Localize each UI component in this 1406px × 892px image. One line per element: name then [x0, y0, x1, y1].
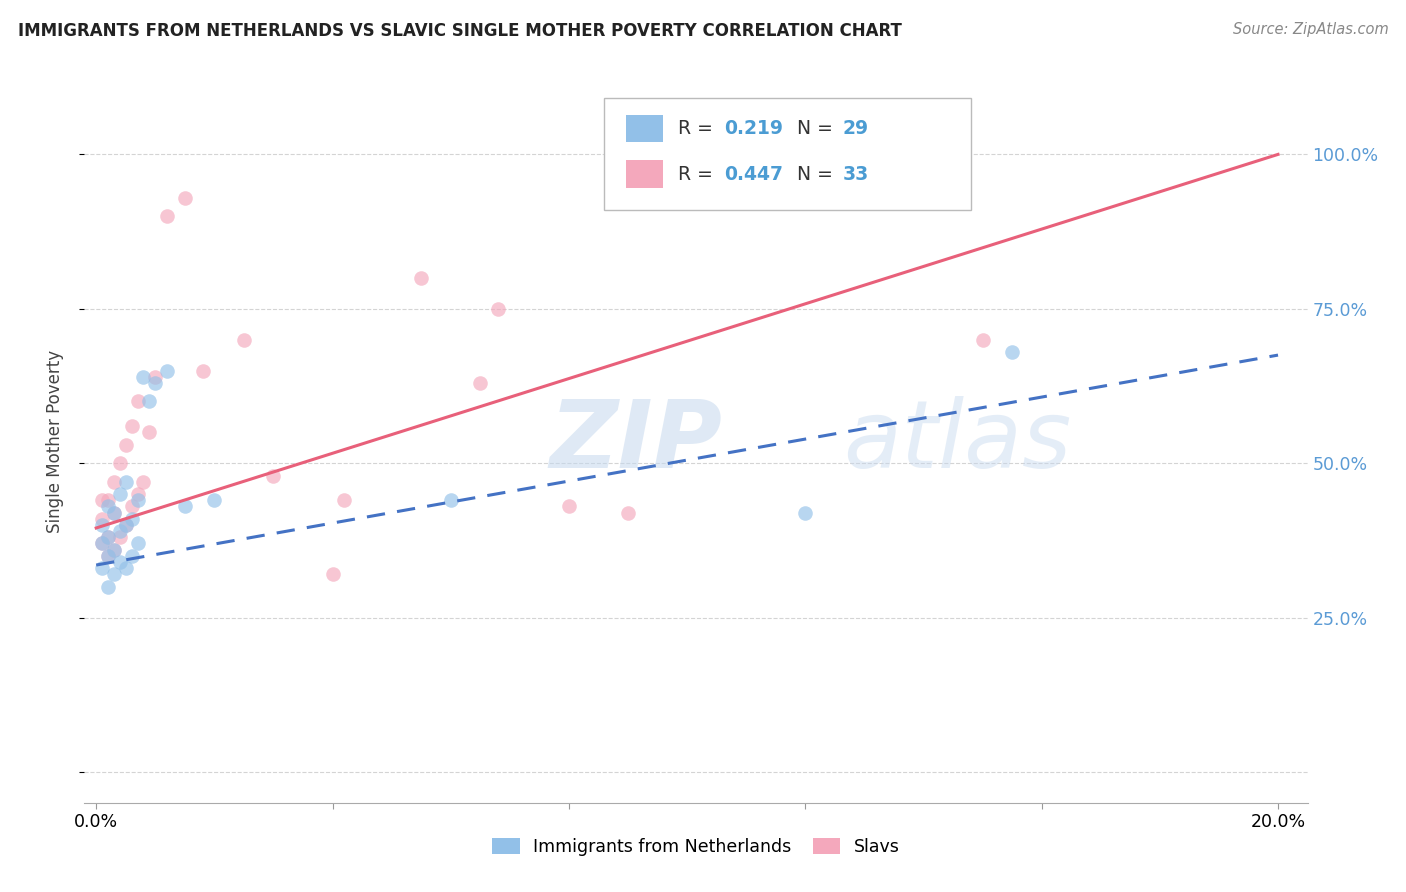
Point: [617, 506, 640, 520]
Point: [121, 512, 143, 526]
Point: [103, 542, 125, 557]
Point: [333, 493, 356, 508]
Point: [121, 549, 143, 563]
Legend: Immigrants from Netherlands, Slavs: Immigrants from Netherlands, Slavs: [485, 830, 907, 863]
Point: [97, 549, 120, 563]
Text: 33: 33: [842, 165, 869, 184]
Point: [121, 419, 143, 434]
Point: [127, 536, 149, 550]
Point: [191, 363, 214, 377]
Point: [114, 517, 136, 532]
Point: [156, 363, 179, 377]
Point: [91, 536, 114, 550]
Point: [103, 567, 125, 582]
Point: [103, 475, 125, 489]
Point: [121, 500, 143, 514]
Text: N =: N =: [797, 165, 839, 184]
Point: [972, 333, 994, 347]
Point: [127, 487, 149, 501]
Point: [794, 506, 817, 520]
Point: [91, 561, 114, 575]
Point: [138, 394, 160, 409]
Point: [91, 517, 114, 532]
Text: Source: ZipAtlas.com: Source: ZipAtlas.com: [1233, 22, 1389, 37]
Point: [108, 530, 131, 544]
Point: [103, 506, 125, 520]
Text: 29: 29: [842, 120, 869, 138]
Point: [108, 524, 131, 538]
Point: [232, 333, 254, 347]
Point: [108, 555, 131, 569]
Text: atlas: atlas: [842, 396, 1071, 487]
Text: 0.219: 0.219: [724, 120, 783, 138]
Point: [411, 271, 433, 285]
Point: [97, 530, 120, 544]
Point: [132, 475, 155, 489]
Point: [108, 456, 131, 470]
Text: N =: N =: [797, 120, 839, 138]
Point: [262, 468, 284, 483]
Point: [97, 580, 120, 594]
Point: [97, 549, 120, 563]
Point: [173, 500, 195, 514]
Point: [91, 493, 114, 508]
Point: [97, 500, 120, 514]
Point: [138, 425, 160, 440]
Point: [322, 567, 344, 582]
Point: [143, 376, 166, 390]
Point: [103, 506, 125, 520]
Point: [97, 493, 120, 508]
Point: [156, 209, 179, 223]
FancyBboxPatch shape: [626, 161, 664, 188]
Point: [127, 394, 149, 409]
Text: R =: R =: [678, 120, 718, 138]
Point: [1001, 345, 1024, 359]
FancyBboxPatch shape: [605, 98, 972, 211]
Point: [127, 493, 149, 508]
Point: [114, 561, 136, 575]
Point: [440, 493, 463, 508]
Text: R =: R =: [678, 165, 718, 184]
Point: [91, 512, 114, 526]
Point: [202, 493, 225, 508]
Text: ZIP: ZIP: [550, 395, 723, 488]
Point: [470, 376, 492, 390]
Point: [97, 530, 120, 544]
Point: [558, 500, 581, 514]
Point: [103, 542, 125, 557]
Point: [114, 475, 136, 489]
Text: IMMIGRANTS FROM NETHERLANDS VS SLAVIC SINGLE MOTHER POVERTY CORRELATION CHART: IMMIGRANTS FROM NETHERLANDS VS SLAVIC SI…: [18, 22, 903, 40]
Point: [486, 301, 509, 316]
Text: 0.447: 0.447: [724, 165, 783, 184]
Y-axis label: Single Mother Poverty: Single Mother Poverty: [45, 350, 63, 533]
Point: [114, 437, 136, 451]
Point: [132, 369, 155, 384]
FancyBboxPatch shape: [626, 115, 664, 143]
Point: [114, 517, 136, 532]
Point: [108, 487, 131, 501]
Point: [173, 191, 195, 205]
Point: [91, 536, 114, 550]
Point: [143, 369, 166, 384]
